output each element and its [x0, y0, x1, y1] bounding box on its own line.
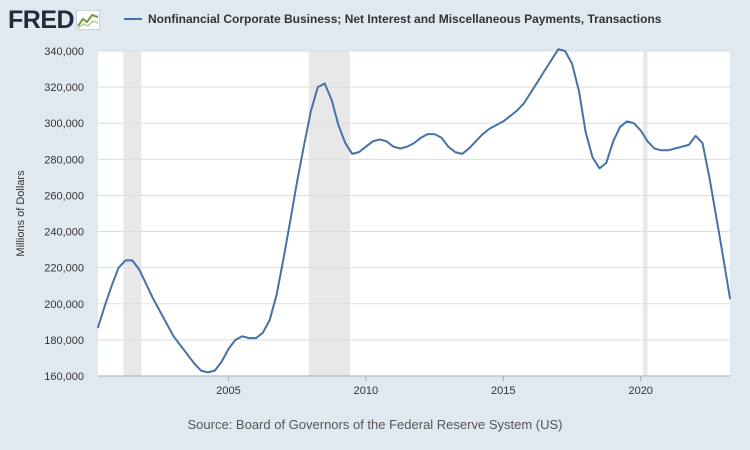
recession-band-1: [123, 51, 142, 376]
y-tick-label: 280,000: [44, 154, 84, 166]
fred-line-graph-icon: [76, 10, 101, 30]
y-tick-label: 180,000: [44, 335, 84, 347]
fred-logo-text: FRED: [8, 6, 75, 34]
x-tick-label: 2020: [628, 385, 652, 397]
y-tick-label: 340,000: [44, 46, 84, 58]
x-tick-label: 2015: [491, 385, 515, 397]
plot-area: [98, 51, 730, 376]
y-tick-label: 260,000: [44, 190, 84, 202]
y-tick-label: 320,000: [44, 82, 84, 94]
x-tick-label: 2010: [354, 385, 378, 397]
recession-band-3: [642, 51, 648, 376]
legend-series-label: Nonfinancial Corporate Business; Net Int…: [148, 12, 662, 26]
y-tick-label: 200,000: [44, 299, 84, 311]
x-tick-label: 2005: [216, 385, 240, 397]
y-tick-label: 240,000: [44, 227, 84, 239]
chart-source-note: Source: Board of Governors of the Federa…: [187, 417, 563, 432]
y-tick-label: 220,000: [44, 263, 84, 275]
y-tick-label: 160,000: [44, 371, 84, 383]
recession-band-2: [308, 51, 350, 376]
series-line-1: [97, 48, 731, 374]
chart-legend: Nonfinancial Corporate Business; Net Int…: [124, 12, 661, 26]
y-axis-label: Millions of Dollars: [15, 170, 27, 257]
legend-series-swatch: [124, 18, 142, 20]
fred-logo[interactable]: FRED: [8, 6, 101, 34]
y-tick-label: 300,000: [44, 118, 84, 130]
